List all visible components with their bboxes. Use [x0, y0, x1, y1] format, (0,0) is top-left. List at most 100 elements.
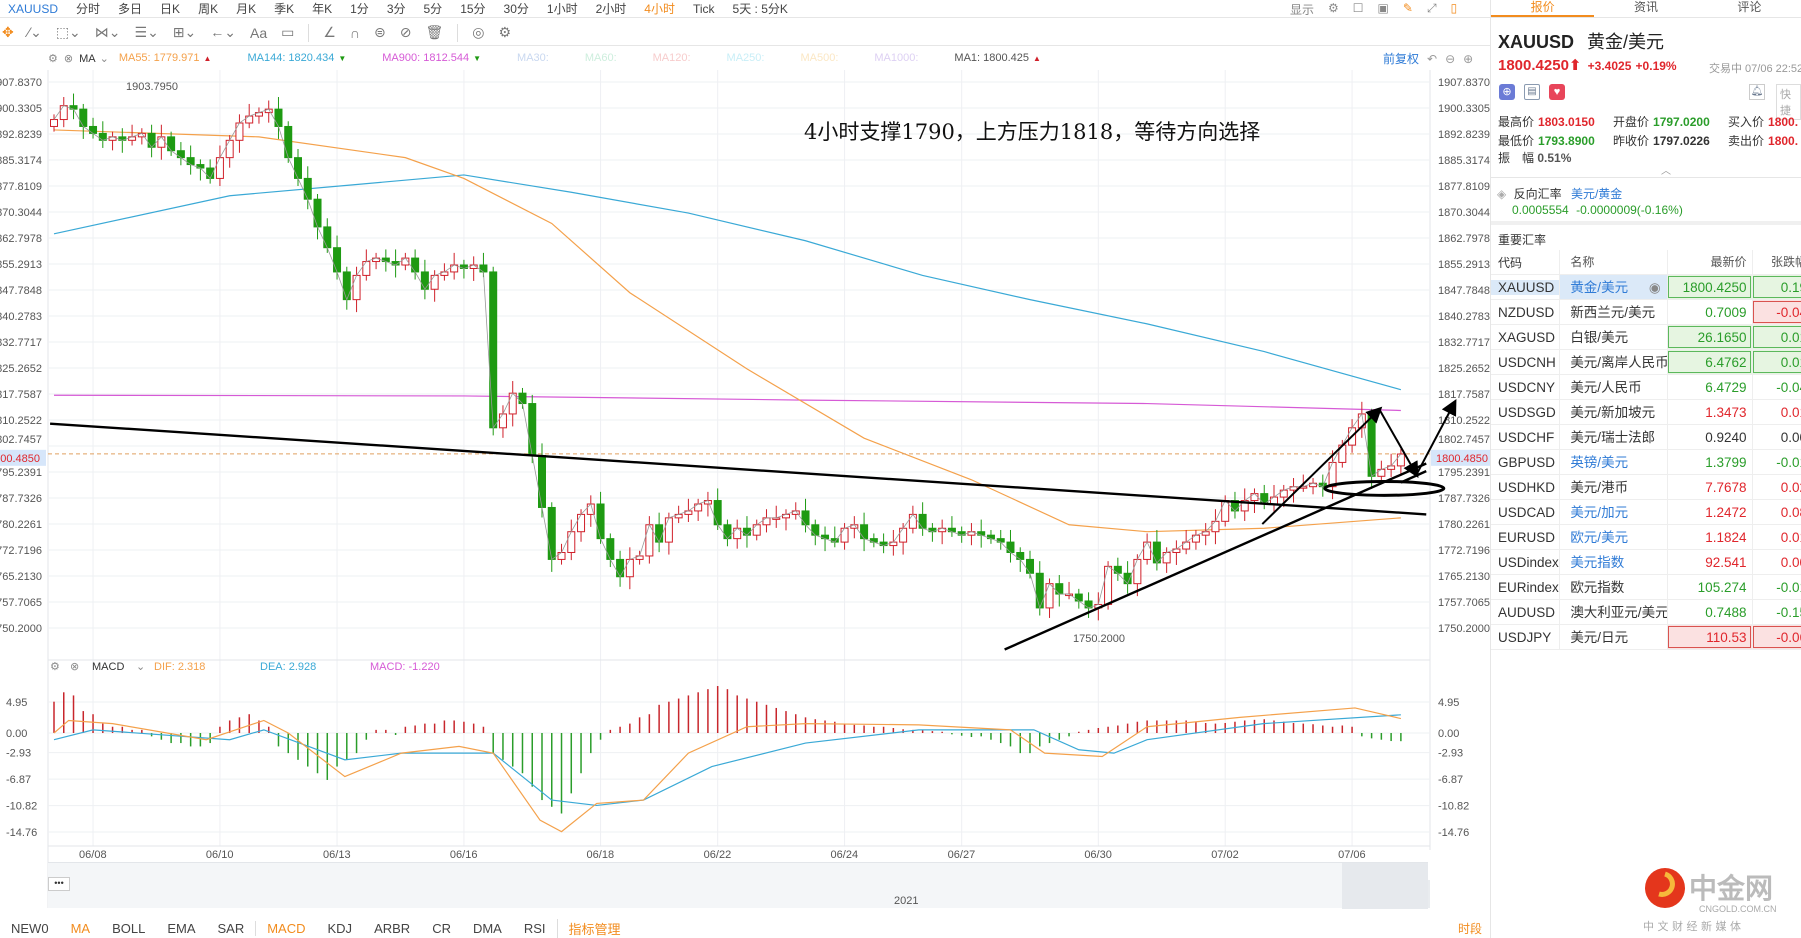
indicator-tab[interactable]: 指标管理	[556, 918, 632, 938]
close-icon[interactable]: ⊗	[63, 52, 74, 65]
period-tab[interactable]: 1分	[350, 2, 369, 16]
zoom-out-icon[interactable]: ⊖	[1445, 51, 1456, 66]
indicator-tab[interactable]: MA	[70, 920, 91, 936]
quote-tab[interactable]: 资讯	[1633, 0, 1658, 14]
period-tab[interactable]: 分时	[76, 2, 101, 16]
pen-icon[interactable]: ✎	[1402, 1, 1413, 15]
fullscreen-icon[interactable]: ⤢	[1426, 1, 1437, 15]
quote-tab[interactable]: 报价	[1491, 0, 1595, 17]
layout-icon[interactable]: ☐	[1352, 1, 1364, 15]
trend-line[interactable]	[50, 422, 1427, 516]
navigator[interactable]: ••• 2021	[48, 862, 1428, 909]
settings-icon[interactable]: ⚙	[48, 52, 58, 65]
period-tab[interactable]: 月K	[236, 2, 257, 16]
reverse-pair-link[interactable]: 美元/黄金	[1570, 187, 1623, 201]
period-tab[interactable]: 30分	[503, 2, 529, 16]
column-header[interactable]: 代码	[1498, 255, 1523, 270]
text-list-icon[interactable]: ☰⌄	[134, 24, 159, 40]
zoom-in-icon[interactable]: ⊕	[1463, 51, 1474, 66]
table-row[interactable]: USDJPY 美元/日元 110.53-0.06	[1491, 625, 1801, 650]
alert-bell-icon[interactable]: 🔔︎	[1749, 84, 1765, 100]
period-tab[interactable]: 季K	[274, 2, 295, 16]
period-tab[interactable]: 日K	[160, 2, 181, 16]
chevron-down-icon[interactable]: ⌄	[99, 52, 109, 65]
text-tool-icon[interactable]: Aa	[250, 24, 268, 41]
arrow-drawing[interactable]	[1415, 398, 1457, 476]
indicator-tab[interactable]: NEW0	[11, 920, 49, 936]
period-tab[interactable]: 2小时	[595, 2, 627, 16]
table-row[interactable]: GBPUSD 英镑/美元 1.3799-0.01	[1491, 450, 1801, 475]
quote-tab[interactable]: 评论	[1737, 0, 1762, 14]
navigator-window[interactable]	[1342, 863, 1428, 909]
rate-name[interactable]: 黄金/美元 ◉	[1559, 275, 1667, 299]
display-menu[interactable]: 显示	[1290, 3, 1315, 17]
period-label[interactable]: 时段	[1458, 922, 1483, 936]
period-tab[interactable]: 4小时	[644, 2, 675, 16]
move-icon[interactable]: ✥	[2, 24, 14, 40]
period-tab[interactable]: 5分	[423, 2, 443, 16]
rate-name[interactable]: 英镑/美元	[1559, 450, 1666, 474]
table-row[interactable]: AUDUSD 澳大利亚元/美元0.7488-0.15	[1491, 600, 1801, 625]
table-row[interactable]: USDCNY 美元/人民币 6.4729-0.04	[1491, 375, 1801, 400]
indicator-tab[interactable]: MACD	[255, 920, 316, 936]
collapse-icon[interactable]: ︿	[1661, 166, 1671, 177]
period-tab[interactable]: 多日	[118, 2, 143, 16]
period-tab[interactable]: 5天 : 5分K	[732, 2, 788, 16]
settings-icon[interactable]: ⚙	[50, 661, 60, 673]
column-header[interactable]: 张跌幅	[1752, 250, 1801, 274]
angle-icon[interactable]: ∠	[323, 24, 336, 40]
rate-name[interactable]: 美元/加元	[1559, 500, 1666, 524]
note-icon[interactable]: ▤	[1524, 84, 1540, 100]
adjust-button[interactable]: 前复权	[1383, 52, 1420, 66]
indicator-tab[interactable]: KDJ	[327, 920, 353, 936]
indicator-tab[interactable]: CR	[432, 920, 451, 936]
line-tool-icon[interactable]: ⁄⌄	[27, 24, 42, 40]
column-header[interactable]: 最新价	[1666, 250, 1753, 274]
globe-icon[interactable]: ⊕	[1499, 84, 1515, 100]
lock-icon[interactable]: ⊜	[373, 24, 386, 40]
ellipse-drawing[interactable]	[1323, 479, 1446, 497]
period-tab[interactable]: Tick	[692, 1, 715, 16]
arrow-icon[interactable]: ←⌄	[210, 24, 236, 40]
hide-icon[interactable]: ⊘	[399, 24, 412, 40]
symbol-selector[interactable]: XAUUSD	[8, 1, 59, 16]
fib-tool-icon[interactable]: ⋈⌄	[94, 24, 121, 40]
rate-name[interactable]: 美元指数	[1559, 550, 1666, 574]
indicator-tab[interactable]: SAR	[217, 920, 245, 936]
price-chart[interactable]: 1907.8370 1907.8370 1900.3305 1900.3305 1892…	[0, 0, 1490, 938]
table-row[interactable]: EURindex 欧元指数 105.274-0.01	[1491, 575, 1801, 600]
navigator-menu[interactable]: •••	[48, 877, 70, 891]
indicator-tab[interactable]: DMA	[472, 920, 502, 936]
arrow-drawing[interactable]	[1261, 406, 1383, 525]
undo-icon[interactable]: ↶	[1427, 51, 1438, 66]
indicator-tab[interactable]: BOLL	[112, 920, 146, 936]
target-icon[interactable]: ◉	[1648, 280, 1661, 295]
column-header[interactable]: 名称	[1559, 250, 1666, 274]
magnet-icon[interactable]: ∩	[349, 24, 360, 41]
table-row[interactable]: NZDUSD 新西兰元/美元 0.7009-0.04	[1491, 300, 1801, 325]
period-tab[interactable]: 1小时	[546, 2, 578, 16]
period-tab[interactable]: 周K	[198, 2, 219, 16]
camera-icon[interactable]: ▣	[1377, 1, 1389, 15]
settings-icon[interactable]: ⚙	[1328, 1, 1339, 15]
indicator-tab[interactable]: RSI	[523, 920, 546, 936]
rect-tool-icon[interactable]: ⬚⌄	[55, 24, 81, 40]
period-tab[interactable]: 15分	[460, 2, 486, 16]
indicator-tab[interactable]: EMA	[167, 920, 196, 936]
comment-icon[interactable]: ▭	[281, 24, 295, 40]
favorite-heart-icon[interactable]: ♥	[1549, 84, 1565, 100]
compare-icon[interactable]: ◎	[472, 24, 485, 40]
period-tab[interactable]: 3分	[386, 2, 406, 16]
arrow-drawing[interactable]	[1378, 408, 1419, 479]
delete-icon[interactable]: 🗑︎	[425, 24, 444, 40]
rate-name[interactable]: 欧元/美元	[1559, 525, 1666, 549]
panel-icon[interactable]: ▯	[1450, 1, 1458, 15]
